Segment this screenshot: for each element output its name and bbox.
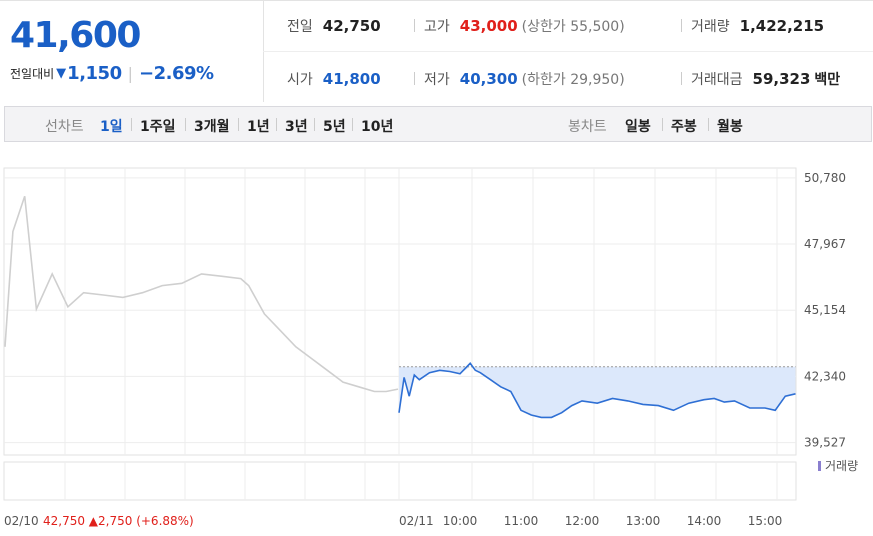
stat-trade-value: 거래대금 59,323 백만 bbox=[691, 70, 841, 88]
x-tick-label: 02/10 bbox=[4, 514, 39, 528]
divider: | bbox=[127, 64, 133, 83]
tab-1d[interactable]: 1일 bbox=[100, 119, 123, 135]
divider bbox=[185, 118, 186, 131]
price-change-percent: −2.69% bbox=[139, 63, 214, 84]
divider bbox=[314, 118, 315, 131]
below-prev-close-area bbox=[399, 366, 796, 418]
x-tick-label: 13:00 bbox=[626, 514, 661, 528]
divider bbox=[238, 118, 239, 131]
down-triangle-icon: ▼ bbox=[56, 66, 67, 81]
tab-1y[interactable]: 1년 bbox=[247, 119, 270, 135]
stat-volume: 거래량 1,422,215 bbox=[691, 17, 825, 35]
volume-legend-swatch bbox=[818, 461, 821, 471]
divider bbox=[681, 19, 682, 32]
tab-3m[interactable]: 3개월 bbox=[194, 119, 230, 135]
prev-day-diff-label: 전일대비 bbox=[10, 67, 55, 81]
y-tick-label: 47,967 bbox=[804, 237, 846, 251]
plot-area bbox=[3, 167, 797, 456]
prev-day-series-line bbox=[4, 195, 399, 393]
line-chart-label: 선차트 bbox=[45, 119, 84, 135]
price-change-row: 전일대비 ▼ 1,150 | −2.69% bbox=[10, 63, 214, 84]
divider bbox=[414, 19, 415, 32]
divider bbox=[681, 72, 682, 85]
current-price-box: 41,600 전일대비 ▼ 1,150 | −2.69% bbox=[0, 1, 264, 102]
stat-open: 시가 41,800 bbox=[287, 70, 381, 88]
chart-tab-bar: 선차트 1일 1주일 3개월 1년 3년 5년 10년 봉차트 일봉 주봉 월봉 bbox=[4, 106, 872, 142]
candle-chart-label: 봉차트 bbox=[568, 119, 607, 135]
divider bbox=[352, 118, 353, 131]
tab-3y[interactable]: 3년 bbox=[285, 119, 308, 135]
divider bbox=[131, 118, 132, 131]
x-tick-label: 10:00 bbox=[443, 514, 478, 528]
y-tick-label: 42,340 bbox=[804, 369, 846, 383]
volume-area bbox=[3, 461, 797, 501]
tab-5y[interactable]: 5년 bbox=[323, 119, 346, 135]
tab-1w[interactable]: 1주일 bbox=[140, 119, 176, 135]
divider bbox=[276, 118, 277, 131]
x-tick-label: 02/11 bbox=[399, 514, 434, 528]
x-tick-label: 15:00 bbox=[748, 514, 783, 528]
stat-high: 고가 43,000 (상한가 55,500) bbox=[424, 17, 625, 35]
tab-monthly[interactable]: 월봉 bbox=[717, 119, 743, 135]
stat-prev-close: 전일 42,750 bbox=[287, 17, 381, 35]
divider bbox=[263, 51, 873, 52]
divider bbox=[708, 118, 709, 131]
prev-day-change-label: 42,750 ▲2,750 (+6.88%) bbox=[43, 514, 194, 528]
x-tick-label: 14:00 bbox=[687, 514, 722, 528]
y-tick-label: 50,780 bbox=[804, 171, 846, 185]
x-tick-label: 11:00 bbox=[504, 514, 539, 528]
tab-daily[interactable]: 일봉 bbox=[625, 119, 651, 135]
tab-weekly[interactable]: 주봉 bbox=[671, 119, 697, 135]
price-change: 1,150 bbox=[67, 63, 122, 84]
stat-low: 저가 40,300 (하한가 29,950) bbox=[424, 70, 625, 88]
current-price: 41,600 bbox=[10, 15, 141, 56]
tab-10y[interactable]: 10년 bbox=[361, 119, 394, 135]
volume-legend-label: 거래량 bbox=[825, 459, 858, 473]
divider bbox=[414, 72, 415, 85]
intraday-series-line bbox=[398, 362, 796, 419]
quote-summary: 41,600 전일대비 ▼ 1,150 | −2.69% 전일 42,750 고… bbox=[0, 0, 873, 102]
y-tick-label: 45,154 bbox=[804, 303, 846, 317]
y-tick-label: 39,527 bbox=[804, 436, 846, 450]
x-tick-label: 12:00 bbox=[565, 514, 600, 528]
divider bbox=[662, 118, 663, 131]
